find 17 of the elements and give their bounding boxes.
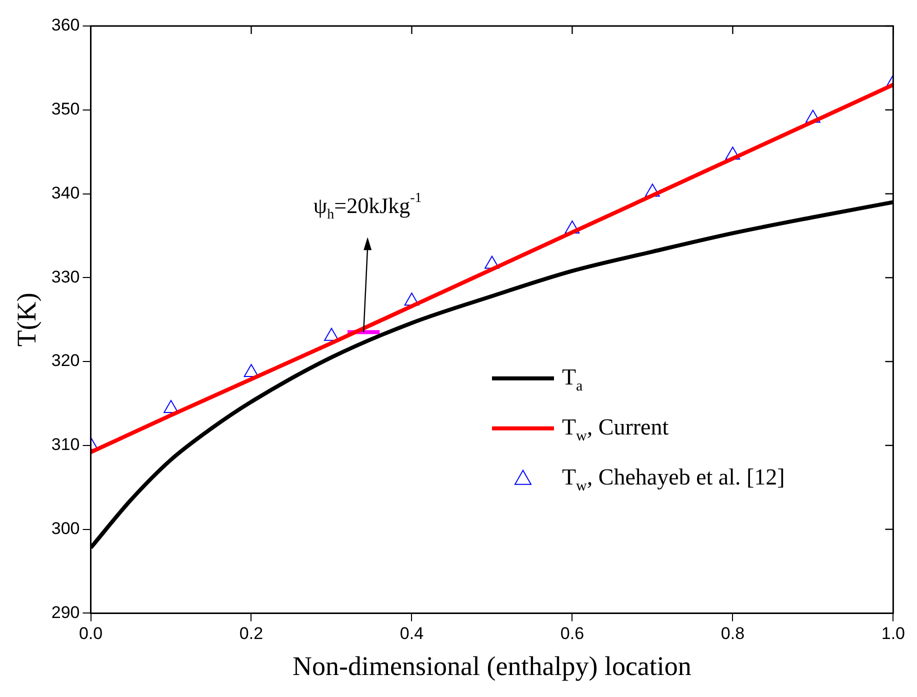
y-tick-label: 360 <box>51 16 80 35</box>
x-tick-label: 0.0 <box>78 624 103 644</box>
x-axis-title: Non-dimensional (enthalpy) location <box>292 650 692 681</box>
y-tick-label: 330 <box>51 267 80 286</box>
y-tick-label: 320 <box>51 351 80 370</box>
y-tick-label: 300 <box>51 519 80 538</box>
y-tick-label: 340 <box>51 183 80 202</box>
x-tick-label: 0.6 <box>560 624 584 644</box>
x-tick-label: 1.0 <box>881 624 906 644</box>
y-tick-label: 310 <box>51 435 80 454</box>
y-axis-title: T(K) <box>11 292 42 347</box>
x-tick-label: 0.8 <box>720 624 745 644</box>
x-tick-label: 0.2 <box>239 624 264 644</box>
y-tick-label: 290 <box>51 602 80 622</box>
x-tick-label: 0.4 <box>400 624 424 644</box>
point <box>324 328 339 341</box>
y-tick-label: 350 <box>51 100 80 119</box>
